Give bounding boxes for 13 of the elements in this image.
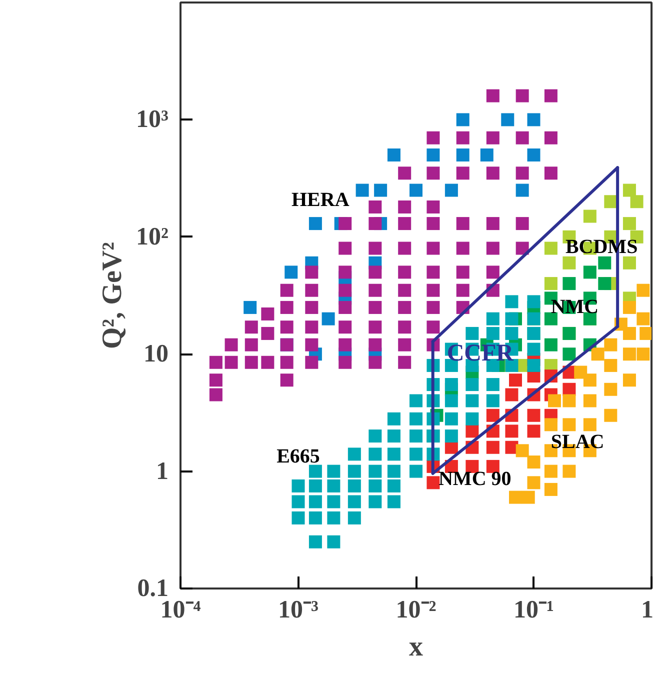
x-tick-label: 10⁻² — [396, 596, 436, 624]
annotation: HERA — [291, 188, 350, 211]
y-tick-label: 10² — [136, 223, 169, 250]
x-tick-label: 10⁻³ — [278, 596, 318, 624]
y-tick-label: 10³ — [136, 106, 169, 134]
y-axis-title: Q², GeV² — [97, 242, 128, 349]
annotation: E665 — [276, 446, 320, 468]
y-tick-label: 1 — [156, 458, 168, 485]
annotation: NMC 90 — [438, 468, 512, 490]
x-axis-title: x — [409, 632, 423, 662]
x-tick-label: 1 — [641, 596, 653, 624]
x-tick-label: 10⁻¹ — [514, 596, 554, 624]
y-tick-label: 10 — [144, 340, 168, 368]
